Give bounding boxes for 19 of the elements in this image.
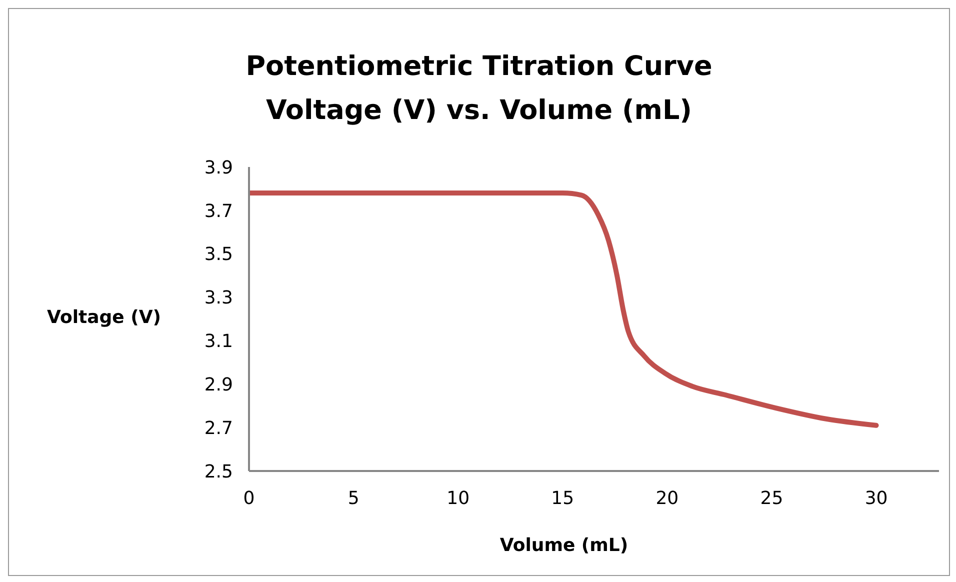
x-tick-label: 25 [760, 488, 784, 509]
x-tick-label: 20 [656, 488, 679, 509]
y-tick-label: 2.5 [204, 461, 233, 482]
x-tick-label: 10 [446, 488, 470, 509]
chart-subtitle: Voltage (V) vs. Volume (mL) [264, 94, 693, 128]
y-tick-label: 3.1 [204, 331, 233, 352]
y-tick-label: 3.5 [204, 244, 233, 266]
x-tick-label: 15 [551, 488, 574, 509]
y-axis-title: Voltage (V) [47, 307, 161, 328]
y-tick-label: 3.7 [204, 200, 233, 222]
y-tick-label: 2.9 [204, 374, 233, 396]
y-tick-label: 2.7 [204, 418, 233, 439]
chart-title: Potentiometric Titration Curve [244, 50, 714, 84]
x-tick-label: 0 [243, 488, 255, 509]
y-tick-label: 3.9 [204, 157, 233, 178]
x-axis-title: Volume (mL) [498, 535, 630, 556]
x-tick-label: 30 [864, 488, 888, 509]
x-tick-label: 5 [348, 488, 360, 509]
y-tick-label: 3.3 [204, 288, 233, 309]
